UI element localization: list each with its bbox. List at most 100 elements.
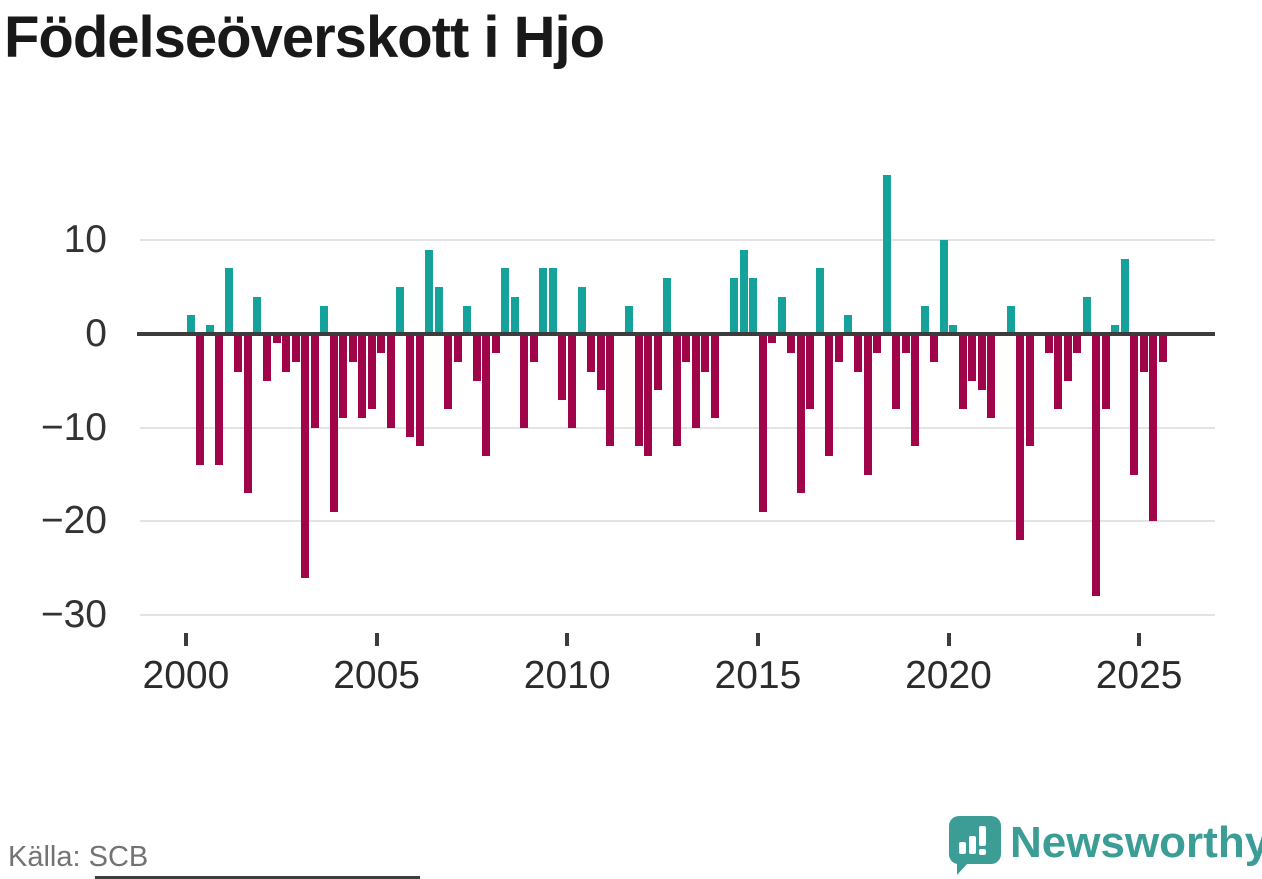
- bar-2024-q1: [1101, 334, 1110, 409]
- bar-2016-q4: [825, 334, 834, 456]
- bar-2013-q4: [711, 334, 719, 419]
- x-tick-label: 2020: [905, 654, 992, 697]
- bar-2005-q3: [396, 287, 405, 334]
- bar-2012-q1: [644, 334, 653, 456]
- bar-2010-q3: [587, 334, 595, 372]
- bar-2025-q3: [1159, 334, 1167, 363]
- bar-2008-q4: [520, 334, 529, 428]
- bar-2011-q1: [606, 334, 615, 447]
- bar-2013-q1: [682, 334, 691, 363]
- bar-2019-q2: [920, 305, 929, 334]
- bar-2002-q4: [291, 334, 300, 363]
- bar-2001-q2: [234, 334, 243, 372]
- page-title: Födelseöverskott i Hjo: [4, 5, 605, 70]
- x-tick-label: 2015: [714, 654, 802, 697]
- x-tick-mark: [374, 633, 379, 646]
- bar-2025-q2: [1149, 334, 1158, 522]
- bar-2014-q3: [739, 249, 748, 334]
- bar-2003-q1: [301, 334, 310, 578]
- bar-2000-q3: [205, 324, 214, 334]
- bar-2015-q1: [758, 334, 767, 512]
- bar-2003-q3: [320, 305, 329, 334]
- y-tick-label: 10: [63, 218, 107, 262]
- bar-2015-q3: [777, 296, 786, 334]
- bar-2017-q2: [844, 315, 853, 334]
- bar-2022-q4: [1054, 334, 1063, 409]
- bar-2023-q3: [1082, 296, 1091, 334]
- bar-2001-q3: [243, 334, 252, 494]
- bar-2012-q4: [672, 334, 681, 447]
- y-tick-label: −20: [40, 499, 107, 543]
- bar-2023-q4: [1092, 334, 1101, 597]
- bar-2025-q1: [1139, 334, 1148, 372]
- x-tick-mark: [1137, 633, 1142, 646]
- x-tick-label: 2025: [1095, 654, 1183, 697]
- bar-2008-q3: [510, 296, 519, 334]
- bar-2004-q2: [348, 334, 357, 363]
- y-tick-label: −30: [40, 593, 107, 637]
- gridline: [140, 520, 1215, 523]
- bar-2012-q2: [653, 334, 662, 391]
- bar-2023-q1: [1063, 334, 1072, 381]
- bar-2004-q1: [339, 334, 348, 419]
- bar-2006-q2: [425, 249, 433, 334]
- y-tick-label: 0: [85, 312, 107, 355]
- bar-2007-q1: [453, 334, 462, 363]
- bar-2004-q4: [367, 334, 376, 409]
- gridline: [140, 239, 1215, 242]
- newsworthy-logo-icon: [945, 814, 1003, 879]
- bar-2007-q3: [472, 334, 481, 381]
- x-axis-line: [137, 332, 1215, 336]
- bar-2017-q1: [834, 334, 843, 363]
- x-tick-mark: [755, 633, 760, 646]
- bar-2013-q3: [701, 334, 710, 372]
- x-tick-label: 2005: [333, 654, 420, 697]
- bar-2007-q2: [463, 305, 472, 334]
- x-tick-label: 2000: [142, 654, 230, 697]
- bar-2021-q4: [1016, 334, 1024, 541]
- bar-2000-q4: [215, 334, 224, 466]
- bar-2020-q1: [949, 324, 958, 334]
- x-tick-mark: [183, 633, 188, 646]
- bar-2018-q3: [892, 334, 901, 409]
- bar-2019-q3: [930, 334, 939, 363]
- bar-2016-q1: [796, 334, 805, 494]
- bar-2010-q2: [577, 287, 586, 334]
- bar-2003-q2: [310, 334, 319, 428]
- bar-2021-q1: [987, 334, 996, 419]
- x-tick-label: 2010: [523, 654, 611, 697]
- bar-2001-q1: [224, 268, 233, 334]
- bar-2017-q3: [853, 334, 862, 372]
- bar-2009-q4: [558, 334, 567, 400]
- x-tick-mark: [946, 633, 951, 646]
- bar-2002-q3: [282, 334, 290, 372]
- bar-2016-q2: [806, 334, 815, 409]
- bar-2015-q4: [787, 334, 796, 353]
- bar-2020-q2: [958, 334, 967, 409]
- bar-2018-q2: [882, 174, 891, 334]
- bar-2015-q2: [768, 334, 777, 344]
- bar-2017-q4: [863, 334, 872, 475]
- bar-2002-q1: [263, 334, 271, 381]
- bar-2006-q1: [415, 334, 424, 447]
- bar-2000-q1: [186, 315, 195, 334]
- bar-2000-q2: [196, 334, 205, 466]
- bottom-edge-strip: [95, 876, 420, 879]
- bar-2019-q1: [911, 334, 920, 447]
- bar-2012-q3: [663, 277, 672, 334]
- bar-2022-q3: [1044, 334, 1053, 353]
- bar-2001-q4: [253, 296, 262, 334]
- bar-2005-q4: [405, 334, 414, 438]
- source-note: Källa: SCB: [8, 841, 149, 873]
- bar-2005-q2: [386, 334, 395, 428]
- bar-2021-q3: [1006, 305, 1015, 334]
- bar-2022-q1: [1025, 334, 1034, 447]
- bar-2009-q2: [539, 268, 548, 334]
- bar-2006-q4: [444, 334, 453, 409]
- y-tick-label: −10: [40, 405, 107, 449]
- bar-2024-q2: [1111, 324, 1120, 334]
- bar-2013-q2: [691, 334, 700, 428]
- bar-2005-q1: [377, 334, 386, 353]
